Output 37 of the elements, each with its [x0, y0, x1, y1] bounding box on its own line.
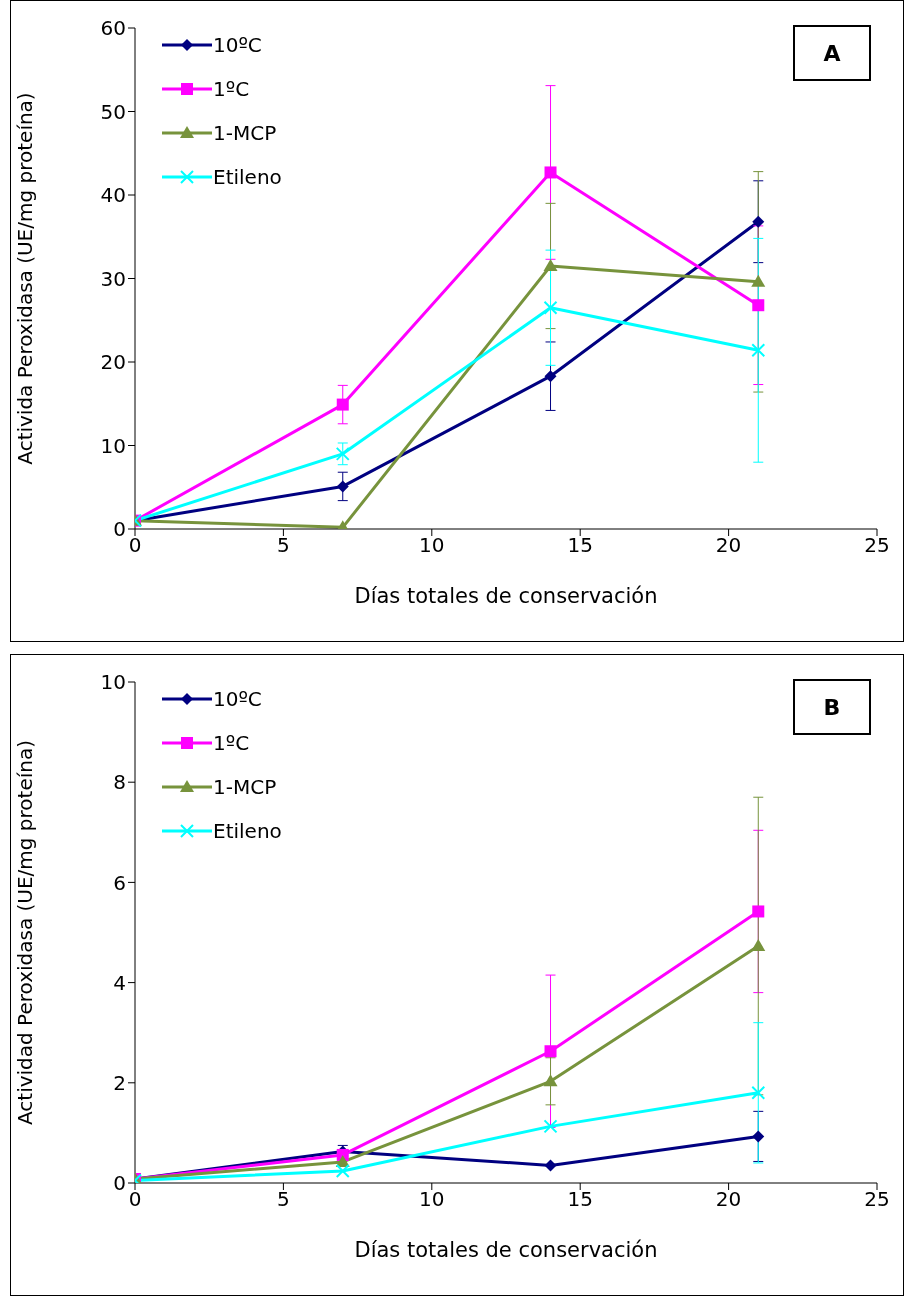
annotation: B: [793, 679, 871, 735]
x-tick-label: 10: [419, 1187, 445, 1212]
y-tick-label: 0: [113, 1171, 126, 1196]
y-tick-label: 20: [100, 350, 126, 375]
legend-label: 1ºC: [213, 731, 250, 755]
legend-label: 10ºC: [213, 33, 262, 57]
x-tick-label: 5: [277, 1187, 290, 1212]
x-axis-title: Días totales de conservación: [354, 1238, 658, 1262]
x-axis-title: Días totales de conservación: [354, 584, 658, 608]
legend-label: 1-MCP: [213, 775, 277, 799]
legend-label: Etileno: [213, 165, 282, 189]
y-tick-label: 10: [100, 670, 126, 695]
legend-label: Etileno: [213, 819, 282, 843]
y-tick-label: 10: [100, 433, 126, 458]
y-tick-label: 8: [113, 770, 126, 795]
x-tick-label: 15: [567, 1187, 593, 1212]
y-tick-label: 0: [113, 517, 126, 542]
y-tick-label: 60: [100, 16, 126, 41]
y-tick-label: 4: [113, 970, 126, 995]
legend-label: 1-MCP: [213, 121, 277, 145]
y-axis-title: Actividad Peroxidasa (UE/mg proteína): [13, 739, 38, 1126]
y-tick-label: 6: [113, 870, 126, 895]
x-tick-label: 10: [419, 533, 445, 558]
y-tick-label: 50: [100, 99, 126, 124]
y-tick-label: 40: [100, 183, 126, 208]
x-tick-label: 5: [277, 533, 290, 558]
legend-label: 10ºC: [213, 687, 262, 711]
x-tick-label: 25: [864, 1187, 890, 1212]
y-tick-label: 2: [113, 1070, 126, 1095]
y-axis-title: Activida Peroxidasa (UE/mg proteína): [13, 92, 38, 465]
x-tick-label: 15: [567, 533, 593, 558]
annotation: A: [793, 25, 871, 81]
x-tick-label: 20: [715, 533, 742, 558]
y-tick-label: 30: [100, 266, 126, 291]
x-tick-label: 20: [715, 1187, 742, 1212]
x-tick-label: 25: [864, 533, 890, 558]
legend-label: 1ºC: [213, 77, 250, 101]
